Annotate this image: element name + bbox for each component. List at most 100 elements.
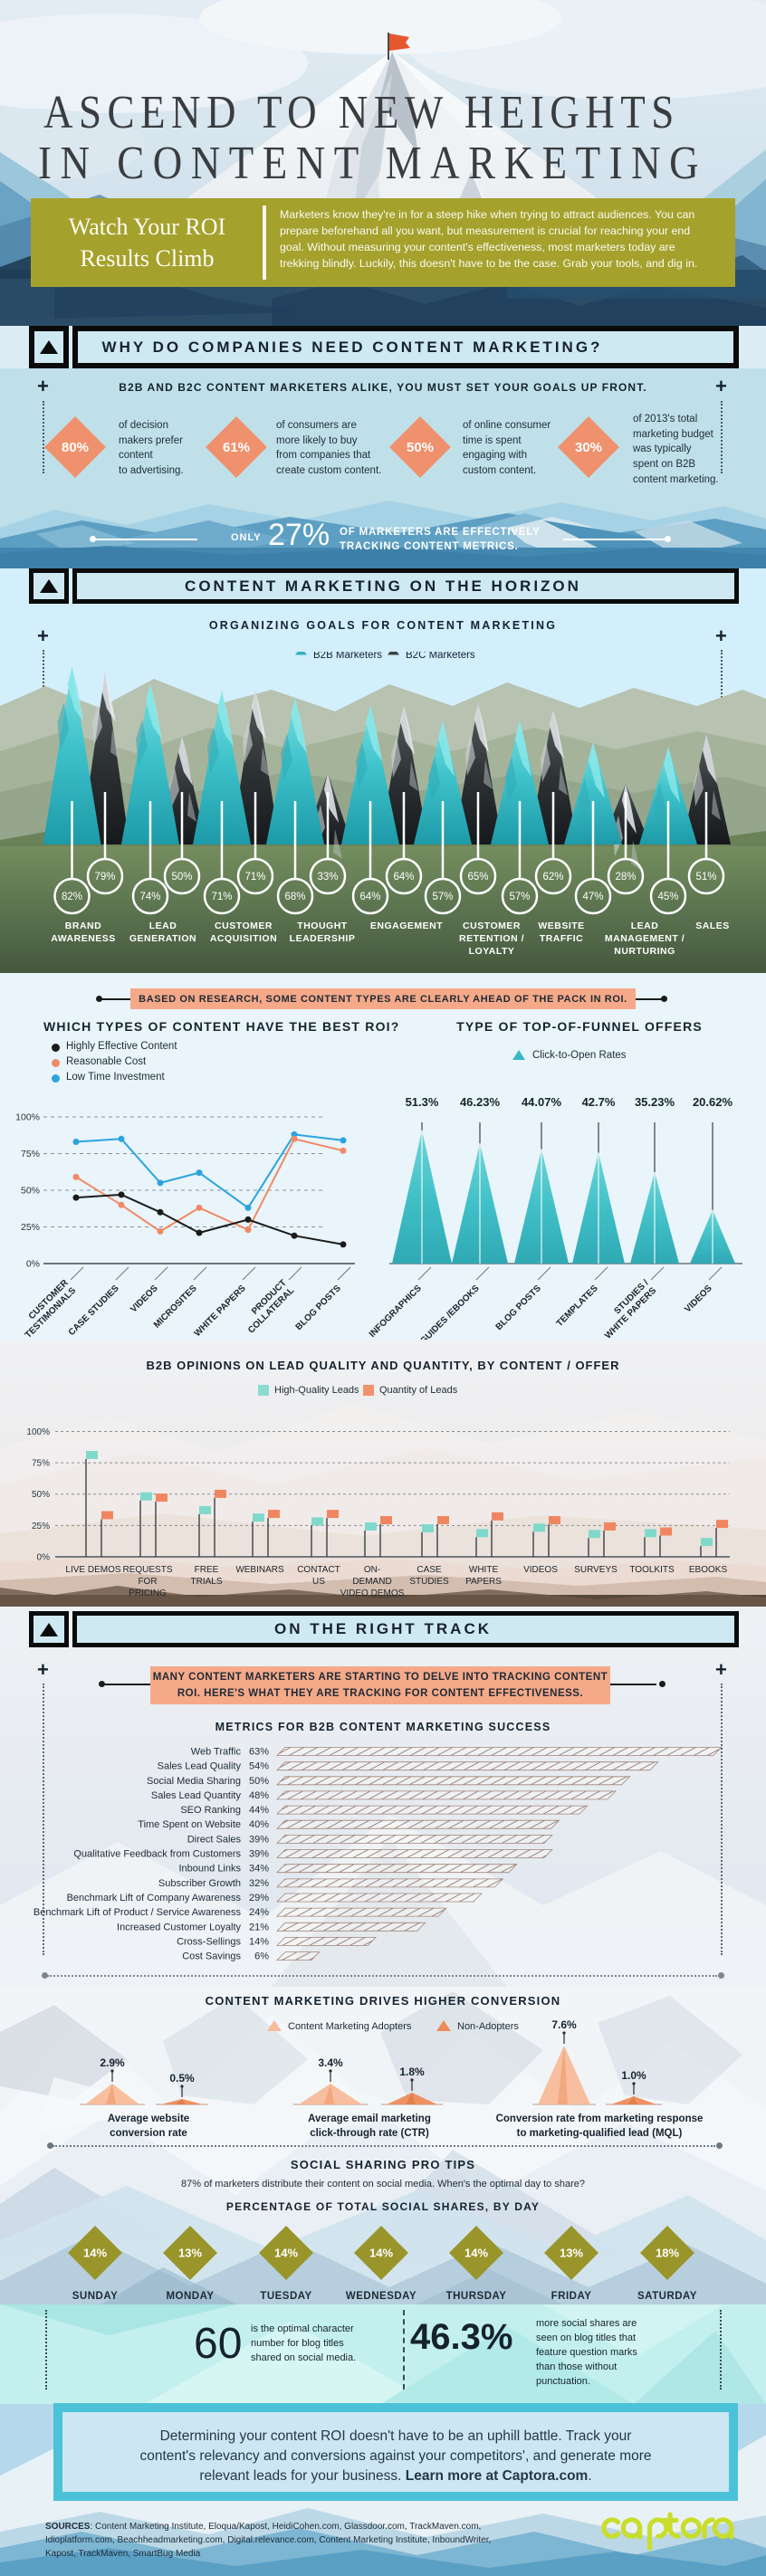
svg-text:46.23%: 46.23% xyxy=(460,1095,501,1109)
svg-text:PRODUCTCOLLATERAL: PRODUCTCOLLATERAL xyxy=(239,1278,297,1336)
svg-text:44%: 44% xyxy=(249,1805,269,1816)
svg-text:57%: 57% xyxy=(509,892,530,902)
svg-text:Increased Customer Loyalty: Increased Customer Loyalty xyxy=(117,1922,241,1932)
svg-text:74%: 74% xyxy=(139,892,160,902)
svg-text:ACQUISITION: ACQUISITION xyxy=(210,933,277,944)
svg-text:CUSTOMER: CUSTOMER xyxy=(215,921,273,931)
svg-text:28%: 28% xyxy=(615,872,636,883)
svg-text:39%: 39% xyxy=(249,1849,269,1860)
svg-text:VIDEOS: VIDEOS xyxy=(683,1283,714,1315)
svg-text:TRAFFIC: TRAFFIC xyxy=(540,933,583,944)
svg-text:2.9%: 2.9% xyxy=(100,2056,125,2069)
svg-text:24%: 24% xyxy=(249,1907,269,1918)
svg-text:LEADERSHIP: LEADERSHIP xyxy=(290,933,356,944)
svg-text:SALES: SALES xyxy=(695,921,730,931)
svg-text:CUSTOMER: CUSTOMER xyxy=(463,921,521,931)
svg-text:SATURDAY: SATURDAY xyxy=(637,2291,697,2302)
svg-text:Time Spent on Website: Time Spent on Website xyxy=(138,1819,241,1830)
svg-text:to marketing-qualified lead (M: to marketing-qualified lead (MQL) xyxy=(517,2128,683,2139)
svg-text:MANAGEMENT /: MANAGEMENT / xyxy=(605,933,685,944)
svg-text:GENERATION: GENERATION xyxy=(129,933,196,944)
svg-text:62%: 62% xyxy=(542,872,563,883)
svg-text:GUIDES /EBOOKS: GUIDES /EBOOKS xyxy=(418,1283,482,1340)
svg-text:conversion rate: conversion rate xyxy=(110,2128,187,2139)
svg-text:VIDEOS: VIDEOS xyxy=(129,1283,160,1315)
svg-text:68%: 68% xyxy=(284,892,305,902)
svg-text:LEAD: LEAD xyxy=(631,921,659,931)
svg-text:51%: 51% xyxy=(695,872,716,883)
svg-text:3.4%: 3.4% xyxy=(318,2056,343,2069)
svg-text:64%: 64% xyxy=(359,892,380,902)
svg-text:DEMAND: DEMAND xyxy=(352,1577,391,1587)
svg-text:1.0%: 1.0% xyxy=(621,2069,646,2082)
svg-text:MONDAY: MONDAY xyxy=(166,2291,214,2302)
svg-text:48%: 48% xyxy=(249,1790,269,1801)
svg-text:NURTURING: NURTURING xyxy=(614,946,675,957)
svg-text:WHITE PAPERS: WHITE PAPERS xyxy=(193,1283,248,1339)
svg-text:65%: 65% xyxy=(467,872,488,883)
svg-text:CONTACT: CONTACT xyxy=(297,1565,340,1575)
svg-text:Cost Savings: Cost Savings xyxy=(182,1951,241,1962)
svg-text:Average email marketing: Average email marketing xyxy=(308,2113,431,2124)
svg-text:14%: 14% xyxy=(249,1936,269,1947)
svg-text:54%: 54% xyxy=(249,1761,269,1772)
svg-text:0.5%: 0.5% xyxy=(169,2072,195,2085)
svg-text:STUDIES /WHITE PAPERS: STUDIES /WHITE PAPERS xyxy=(596,1278,659,1340)
svg-text:35.23%: 35.23% xyxy=(635,1095,675,1109)
svg-text:B2B Marketers: B2B Marketers xyxy=(313,652,382,661)
svg-text:20.62%: 20.62% xyxy=(693,1095,733,1109)
svg-text:1.8%: 1.8% xyxy=(399,2066,425,2078)
svg-text:WEDNESDAY: WEDNESDAY xyxy=(346,2291,417,2302)
svg-text:18%: 18% xyxy=(656,2247,679,2260)
svg-text:79%: 79% xyxy=(94,872,115,883)
svg-text:CASE: CASE xyxy=(417,1565,442,1575)
svg-text:WHITE: WHITE xyxy=(469,1565,499,1575)
svg-text:US: US xyxy=(312,1577,325,1587)
svg-text:71%: 71% xyxy=(244,872,265,883)
svg-text:14%: 14% xyxy=(274,2247,298,2260)
svg-text:WEBSITE: WEBSITE xyxy=(538,921,584,931)
svg-text:Direct Sales: Direct Sales xyxy=(187,1834,242,1845)
svg-text:29%: 29% xyxy=(249,1893,269,1903)
svg-text:Benchmark Lift of Company Awar: Benchmark Lift of Company Awareness xyxy=(67,1893,242,1903)
svg-text:45%: 45% xyxy=(657,892,678,902)
svg-text:13%: 13% xyxy=(178,2247,202,2260)
svg-text:TOOLKITS: TOOLKITS xyxy=(629,1565,675,1575)
svg-text:Inbound Links: Inbound Links xyxy=(179,1864,242,1875)
svg-text:71%: 71% xyxy=(211,892,232,902)
svg-text:EBOOKS: EBOOKS xyxy=(689,1565,728,1575)
svg-text:57%: 57% xyxy=(432,892,453,902)
svg-text:50%: 50% xyxy=(32,1490,50,1500)
svg-text:THOUGHT: THOUGHT xyxy=(297,921,347,931)
svg-text:63%: 63% xyxy=(249,1747,269,1758)
svg-text:34%: 34% xyxy=(249,1864,269,1875)
svg-text:STUDIES: STUDIES xyxy=(409,1577,449,1587)
svg-text:33%: 33% xyxy=(317,872,338,883)
svg-text:Social Media Sharing: Social Media Sharing xyxy=(147,1776,241,1787)
svg-text:39%: 39% xyxy=(249,1834,269,1845)
svg-text:ON-: ON- xyxy=(364,1565,380,1575)
svg-text:50%: 50% xyxy=(249,1776,269,1787)
svg-text:Qualitative Feedback from Cust: Qualitative Feedback from Customers xyxy=(73,1849,241,1860)
svg-text:REQUESTS: REQUESTS xyxy=(122,1565,172,1575)
svg-text:50%: 50% xyxy=(171,872,192,883)
svg-text:TUESDAY: TUESDAY xyxy=(260,2291,311,2302)
svg-text:100%: 100% xyxy=(26,1427,50,1437)
svg-text:PRICING: PRICING xyxy=(129,1589,167,1598)
svg-text:21%: 21% xyxy=(249,1922,269,1932)
svg-text:100%: 100% xyxy=(15,1112,40,1123)
svg-text:Sales Lead Quantity: Sales Lead Quantity xyxy=(151,1790,242,1801)
svg-text:Subscriber Growth: Subscriber Growth xyxy=(158,1878,241,1889)
svg-text:50%: 50% xyxy=(21,1186,40,1197)
svg-text:FRIDAY: FRIDAY xyxy=(551,2291,592,2302)
svg-text:FOR: FOR xyxy=(138,1577,157,1587)
svg-text:BLOG POSTS: BLOG POSTS xyxy=(494,1283,543,1332)
svg-text:75%: 75% xyxy=(21,1149,40,1159)
svg-text:AWARENESS: AWARENESS xyxy=(51,933,116,944)
svg-text:Benchmark Lift of Product / Se: Benchmark Lift of Product / Service Awar… xyxy=(34,1907,242,1918)
svg-text:Sales Lead Quality: Sales Lead Quality xyxy=(158,1761,242,1772)
svg-text:SEO Ranking: SEO Ranking xyxy=(180,1805,241,1816)
svg-text:51.3%: 51.3% xyxy=(406,1095,439,1109)
svg-text:LIVE DEMOS: LIVE DEMOS xyxy=(65,1565,120,1575)
svg-text:THURSDAY: THURSDAY xyxy=(446,2291,507,2302)
